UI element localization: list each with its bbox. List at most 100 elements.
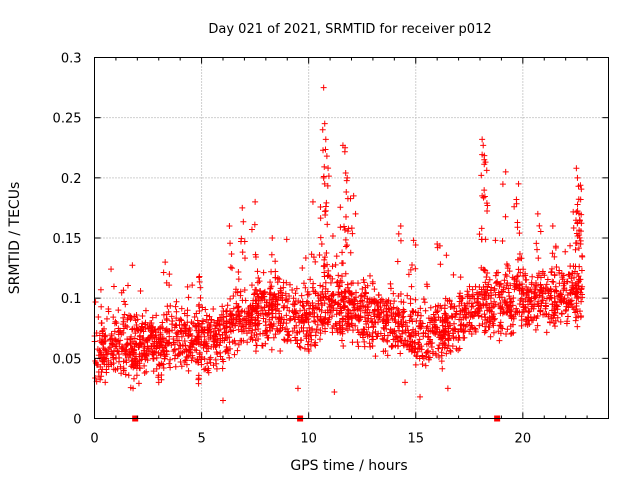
- data-point: [475, 290, 482, 297]
- data-point: [121, 311, 128, 318]
- data-point: [193, 347, 200, 354]
- data-point: [451, 303, 458, 310]
- data-point: [325, 173, 332, 180]
- data-point: [328, 298, 335, 305]
- data-point: [360, 303, 367, 310]
- data-point: [450, 334, 457, 341]
- x-tick-label: 20: [515, 432, 532, 447]
- data-point: [311, 341, 318, 348]
- data-point: [544, 276, 551, 283]
- data-point: [372, 328, 379, 335]
- data-point: [375, 319, 382, 326]
- data-point: [149, 328, 156, 335]
- data-point: [101, 358, 108, 365]
- data-point: [267, 279, 274, 286]
- data-point: [552, 317, 559, 324]
- data-point: [515, 180, 522, 187]
- data-point: [235, 326, 242, 333]
- data-point: [365, 324, 372, 331]
- data-point: [163, 351, 170, 358]
- data-point: [120, 358, 127, 365]
- data-point: [292, 309, 299, 316]
- data-point: [296, 343, 303, 350]
- data-point: [310, 254, 317, 261]
- data-point: [158, 323, 165, 330]
- data-point: [357, 298, 364, 305]
- data-point: [469, 286, 476, 293]
- data-point: [571, 291, 578, 298]
- data-point: [549, 301, 556, 308]
- data-point: [492, 272, 499, 279]
- data-point: [298, 337, 305, 344]
- data-point: [178, 333, 185, 340]
- data-point: [322, 203, 329, 210]
- data-point: [498, 288, 505, 295]
- data-point: [553, 264, 560, 271]
- data-point: [503, 273, 510, 280]
- data-point: [362, 307, 369, 314]
- data-point: [159, 335, 166, 342]
- data-point: [239, 204, 246, 211]
- data-point: [315, 292, 322, 299]
- data-point: [125, 354, 132, 361]
- data-point: [350, 192, 357, 199]
- data-point: [120, 329, 127, 336]
- data-point: [480, 142, 487, 149]
- data-point: [529, 273, 536, 280]
- data-point: [138, 350, 145, 357]
- data-point: [321, 262, 328, 269]
- data-point: [155, 372, 162, 379]
- data-point: [136, 353, 143, 360]
- data-point: [572, 240, 579, 247]
- data-point: [212, 322, 219, 329]
- data-point: [407, 341, 414, 348]
- data-point: [375, 291, 382, 298]
- data-point: [398, 298, 405, 305]
- data-point: [312, 318, 319, 325]
- data-point: [257, 288, 264, 295]
- data-point: [543, 295, 550, 302]
- data-point: [385, 319, 392, 326]
- data-point: [407, 266, 414, 273]
- data-point: [414, 353, 421, 360]
- data-point: [317, 234, 324, 241]
- data-point: [205, 345, 212, 352]
- data-point: [504, 265, 511, 272]
- data-point: [196, 274, 203, 281]
- data-point: [299, 302, 306, 309]
- data-point: [385, 297, 392, 304]
- data-point: [412, 332, 419, 339]
- data-point: [266, 297, 273, 304]
- data-point: [455, 347, 462, 354]
- data-point: [302, 284, 309, 291]
- data-point: [230, 292, 237, 299]
- data-point: [503, 301, 510, 308]
- data-point: [368, 319, 375, 326]
- data-point: [364, 282, 371, 289]
- data-point: [302, 254, 309, 261]
- data-point: [299, 312, 306, 319]
- data-point: [434, 307, 441, 314]
- data-point: [102, 347, 109, 354]
- data-point: [312, 332, 319, 339]
- data-point: [281, 337, 288, 344]
- data-point: [216, 342, 223, 349]
- data-point: [361, 279, 368, 286]
- data-point: [293, 310, 300, 317]
- data-point: [479, 136, 486, 143]
- data-point: [555, 293, 562, 300]
- data-point: [572, 317, 579, 324]
- data-point: [332, 261, 339, 268]
- data-point: [412, 241, 419, 248]
- data-point: [366, 299, 373, 306]
- data-point: [277, 347, 284, 354]
- data-point: [576, 210, 583, 217]
- data-point: [200, 344, 207, 351]
- data-point: [391, 327, 398, 334]
- data-point: [117, 363, 124, 370]
- data-point: [395, 312, 402, 319]
- data-point: [196, 308, 203, 315]
- data-point: [266, 324, 273, 331]
- data-point: [475, 305, 482, 312]
- data-point: [301, 319, 308, 326]
